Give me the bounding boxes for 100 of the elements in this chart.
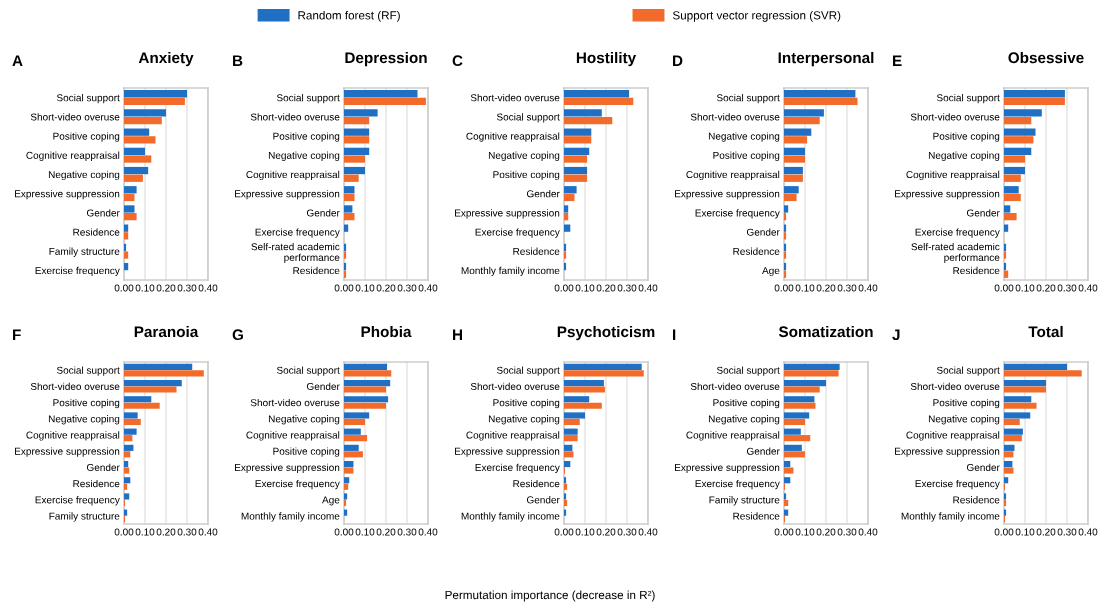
bar: [124, 444, 134, 451]
bar: [564, 193, 575, 202]
bar: [564, 379, 604, 387]
bar: [344, 370, 392, 377]
bar: [344, 467, 354, 474]
bar: [784, 128, 812, 136]
bar: [344, 193, 355, 202]
bar: [1004, 155, 1025, 163]
bar: [1004, 212, 1017, 221]
bar: [124, 467, 130, 474]
bar: [784, 370, 839, 377]
bar: [124, 396, 152, 403]
bar: [124, 128, 150, 136]
bar: [344, 363, 388, 370]
bar: [564, 147, 590, 156]
bar: [564, 174, 588, 182]
bar: [784, 193, 797, 202]
bar: [344, 386, 386, 393]
bar: [564, 396, 590, 403]
bar: [564, 109, 602, 117]
bar: [564, 90, 630, 98]
bar: [124, 193, 135, 202]
bar: [784, 444, 802, 451]
bar: [1004, 412, 1031, 419]
bar: [344, 136, 370, 144]
bar: [784, 477, 791, 484]
bar: [344, 147, 370, 156]
bar: [784, 363, 840, 370]
bar: [344, 460, 354, 468]
bar: [344, 435, 368, 442]
bar: [124, 97, 185, 106]
bar: [784, 379, 826, 387]
bar: [1004, 166, 1025, 175]
bar: [124, 205, 135, 213]
bar: [564, 460, 571, 468]
bar: [784, 428, 801, 435]
bar: [124, 402, 160, 409]
bar: [564, 186, 577, 194]
bar: [1004, 379, 1046, 387]
bar: [784, 460, 791, 468]
bar: [344, 451, 363, 458]
bar: [564, 166, 588, 175]
bar: [1004, 205, 1011, 213]
bar: [1004, 435, 1022, 442]
bar: [124, 363, 193, 370]
bar: [784, 174, 803, 182]
bar: [124, 428, 137, 435]
bar: [344, 97, 426, 106]
bar: [1004, 444, 1015, 451]
bar: [344, 155, 365, 163]
bar: [124, 435, 133, 442]
bar: [124, 166, 149, 175]
bar: [1004, 186, 1019, 194]
bar: [124, 412, 138, 419]
bar: [1004, 370, 1082, 377]
bar: [1004, 451, 1014, 458]
bar: [564, 451, 574, 458]
bar: [344, 444, 359, 451]
bar: [344, 477, 350, 484]
bar: [124, 155, 152, 163]
bar: [1004, 402, 1037, 409]
bar: [124, 136, 156, 144]
bar: [564, 128, 592, 136]
bar: [784, 402, 816, 409]
bar: [564, 224, 571, 232]
bar: [344, 109, 378, 117]
bar: [1004, 418, 1020, 426]
bar: [344, 396, 389, 403]
bar: [344, 205, 353, 213]
bar: [124, 370, 204, 377]
bar: [344, 174, 359, 182]
bar: [1004, 97, 1065, 106]
bar: [564, 136, 592, 144]
bar: [784, 412, 810, 419]
bar: [784, 418, 805, 426]
bar: [1004, 428, 1023, 435]
bar: [784, 386, 820, 393]
bar: [344, 90, 418, 98]
bar: [564, 444, 573, 451]
bar: [784, 116, 820, 125]
bar: [124, 147, 145, 156]
bar: [344, 166, 365, 175]
bar: [564, 155, 588, 163]
bar: [124, 493, 130, 500]
bar: [124, 451, 131, 458]
bar: [784, 467, 794, 474]
bar: [784, 186, 799, 194]
bar: [344, 116, 370, 125]
bar: [344, 212, 355, 221]
bar: [564, 363, 642, 370]
bar: [344, 128, 370, 136]
bar: [1004, 460, 1013, 468]
bar: [124, 212, 137, 221]
bar: [124, 116, 162, 125]
bar: [564, 428, 578, 435]
bar: [1004, 174, 1021, 182]
bar: [1004, 386, 1046, 393]
bar: [124, 386, 177, 393]
bar: [784, 396, 815, 403]
bar: [124, 109, 166, 117]
